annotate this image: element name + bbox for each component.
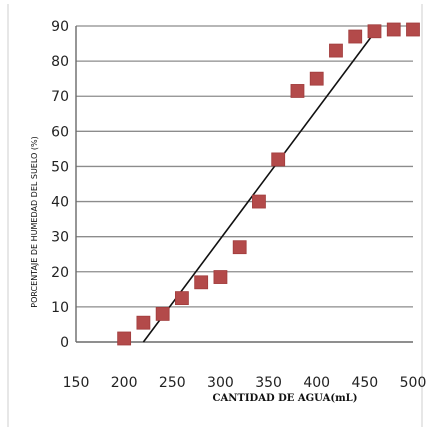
data-point-460 bbox=[367, 24, 382, 39]
x-tick-label-250: 250 bbox=[159, 375, 186, 391]
trendline bbox=[142, 25, 380, 343]
y-tick-label-70: 70 bbox=[51, 89, 69, 105]
data-points bbox=[117, 22, 420, 346]
y-tick-label-80: 80 bbox=[51, 54, 69, 70]
data-point-380 bbox=[290, 84, 305, 98]
data-point-360 bbox=[271, 152, 286, 167]
data-point-320 bbox=[232, 240, 247, 255]
data-point-340 bbox=[252, 194, 266, 209]
x-tick-label-400: 400 bbox=[303, 375, 330, 391]
y-tick-label-40: 40 bbox=[51, 195, 69, 211]
data-point-200 bbox=[117, 331, 132, 346]
gridlines bbox=[76, 25, 413, 308]
y-tick-label-90: 90 bbox=[51, 19, 69, 35]
data-point-240 bbox=[155, 307, 170, 321]
data-point-480 bbox=[386, 22, 401, 37]
data-point-400 bbox=[309, 71, 324, 86]
data-point-280 bbox=[194, 275, 209, 290]
y-axis-label: PORCENTAJE DE HUMEDAD DEL SUELO (%) bbox=[30, 136, 39, 307]
x-tick-label-150: 150 bbox=[63, 375, 90, 391]
x-tick-label-450: 450 bbox=[351, 375, 378, 391]
x-tick-label-350: 350 bbox=[255, 375, 282, 391]
y-tick-label-60: 60 bbox=[51, 124, 69, 140]
trendline-group bbox=[142, 25, 380, 343]
x-tick-label-300: 300 bbox=[207, 375, 234, 391]
data-point-260 bbox=[175, 291, 189, 306]
y-tick-label-20: 20 bbox=[51, 265, 69, 281]
y-tick-label-30: 30 bbox=[51, 230, 69, 246]
x-tick-labels: 150 200 250 300 350 400 450 500 bbox=[63, 375, 427, 391]
data-point-300 bbox=[213, 270, 228, 284]
y-tick-label-50: 50 bbox=[51, 159, 69, 175]
x-axis-label: CANTIDAD DE AGUA(mL) bbox=[213, 393, 358, 404]
y-tick-labels: 0 10 20 30 40 50 60 70 80 90 bbox=[51, 19, 69, 351]
x-tick-label-200: 200 bbox=[111, 375, 138, 391]
data-point-440 bbox=[348, 29, 363, 44]
data-point-500 bbox=[406, 22, 420, 37]
data-point-420 bbox=[329, 43, 343, 58]
x-tick-label-500: 500 bbox=[400, 375, 427, 391]
y-tick-label-10: 10 bbox=[51, 300, 69, 316]
axes bbox=[75, 26, 413, 343]
data-point-220 bbox=[136, 315, 151, 330]
y-tick-label-0: 0 bbox=[60, 335, 69, 351]
